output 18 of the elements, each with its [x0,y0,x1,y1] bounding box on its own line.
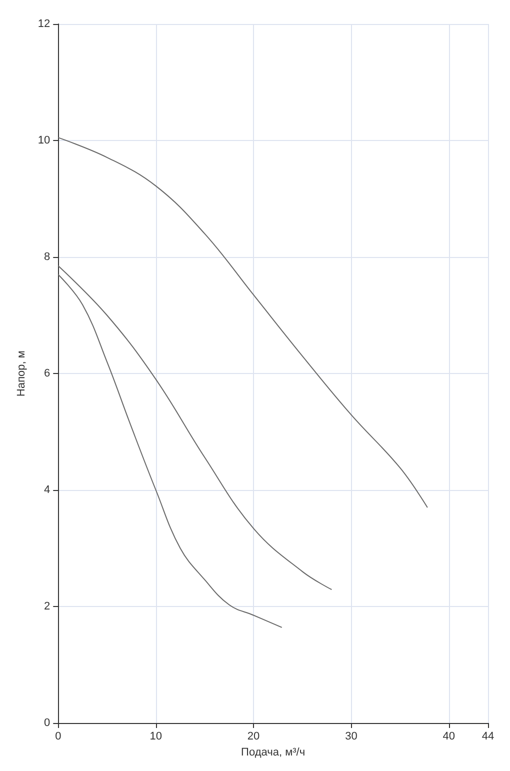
x-tick-label: 40 [442,730,456,742]
y-tick-label: 10 [38,134,50,146]
line-series [58,274,282,628]
y-tick-label: 8 [44,251,50,263]
x-tick-label: 20 [247,730,260,742]
y-tick-label: 12 [38,18,50,30]
y-tick-label: 0 [44,717,50,729]
line-series [58,265,332,590]
x-tick-label: 30 [345,730,358,742]
y-tick-label: 4 [44,484,50,496]
x-tick-label: 0 [55,730,62,742]
line-series [58,137,428,508]
x-tick-label: 10 [150,730,162,742]
x-tick-label: 44 [482,730,494,742]
x-axis-title: Подача, м³/ч [241,746,306,758]
y-tick-label: 6 [44,368,50,380]
y-tick-label: 2 [44,600,50,612]
y-axis-title: Напор, м [16,350,28,396]
